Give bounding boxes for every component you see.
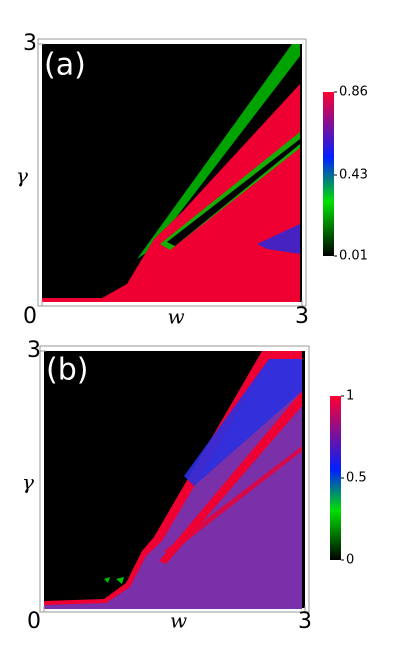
y-axis-label: γ xyxy=(22,470,34,494)
x-tick-label: 0 xyxy=(27,609,41,634)
heatmap-region xyxy=(167,139,300,246)
panel-label: (b) xyxy=(46,353,88,388)
heatmap-region xyxy=(159,391,302,564)
colorbar-tick-label: 0.01 xyxy=(339,249,368,264)
colorbar-tick-label: 1 xyxy=(346,389,354,404)
heatmap-region xyxy=(116,577,124,584)
heatmap-region xyxy=(104,577,110,583)
panel-label: (a) xyxy=(44,48,86,83)
colorbar-tick-label: 0.5 xyxy=(346,471,367,486)
x-axis-label: w xyxy=(170,609,187,633)
heatmap-region xyxy=(257,224,300,254)
y-axis-label: γ xyxy=(16,164,28,188)
x-tick-label: 3 xyxy=(295,304,309,329)
x-tick-label: 3 xyxy=(298,609,312,634)
heatmap-region xyxy=(184,359,302,486)
y-tick-label: 3 xyxy=(23,31,37,56)
y-tick-label: 3 xyxy=(27,338,41,363)
colorbar-tick-label: 0 xyxy=(346,553,354,568)
colorbar xyxy=(323,92,334,256)
colorbar xyxy=(330,396,341,560)
x-tick-label: 0 xyxy=(23,304,37,329)
x-axis-label: w xyxy=(167,305,184,329)
heatmap-region xyxy=(164,446,302,555)
colorbar-tick-label: 0.43 xyxy=(339,167,368,182)
heatmap-region xyxy=(42,84,300,302)
heatmap-region xyxy=(137,44,300,259)
colorbar-tick-label: 0.86 xyxy=(339,85,368,100)
